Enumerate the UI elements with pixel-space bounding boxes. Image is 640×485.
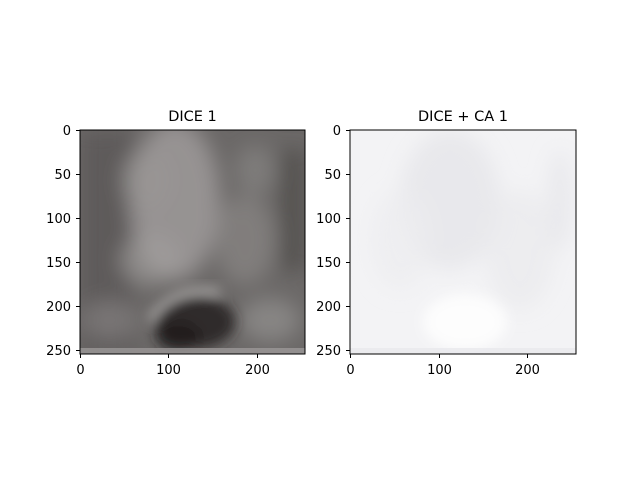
axes-frame [349, 129, 577, 355]
xray-image-dark [80, 130, 305, 354]
x-axis: 0 100 200 [346, 354, 540, 378]
panel-title: DICE 1 [168, 109, 217, 125]
y-tick-label: 100 [316, 212, 341, 227]
x-tick-label: 0 [76, 363, 84, 378]
panel-dice-ca-1: DICE + CA 1 0 100 200 [316, 109, 577, 378]
panel-dice-1: DICE 1 [46, 109, 306, 378]
y-axis: 0 50 100 150 200 250 [46, 124, 80, 359]
y-tick-label: 0 [333, 124, 341, 139]
axes-frame [79, 129, 306, 355]
y-tick-label: 200 [46, 300, 71, 315]
y-tick-label: 250 [46, 344, 71, 359]
y-tick-label: 150 [46, 256, 71, 271]
y-tick-label: 200 [316, 300, 341, 315]
x-tick-label: 100 [156, 363, 181, 378]
y-tick-label: 0 [63, 124, 71, 139]
y-tick-label: 250 [316, 344, 341, 359]
y-axis: 0 50 100 150 200 250 [316, 124, 350, 359]
y-tick-label: 100 [46, 212, 71, 227]
x-tick-label: 0 [346, 363, 354, 378]
panel-title: DICE + CA 1 [418, 109, 508, 125]
x-tick-label: 100 [427, 363, 452, 378]
y-tick-label: 150 [316, 256, 341, 271]
x-axis: 0 100 200 [76, 354, 270, 378]
y-tick-label: 50 [324, 168, 341, 183]
x-tick-label: 200 [245, 363, 270, 378]
y-tick-label: 50 [54, 168, 71, 183]
x-tick-label: 200 [515, 363, 540, 378]
xray-image-light [350, 130, 576, 354]
